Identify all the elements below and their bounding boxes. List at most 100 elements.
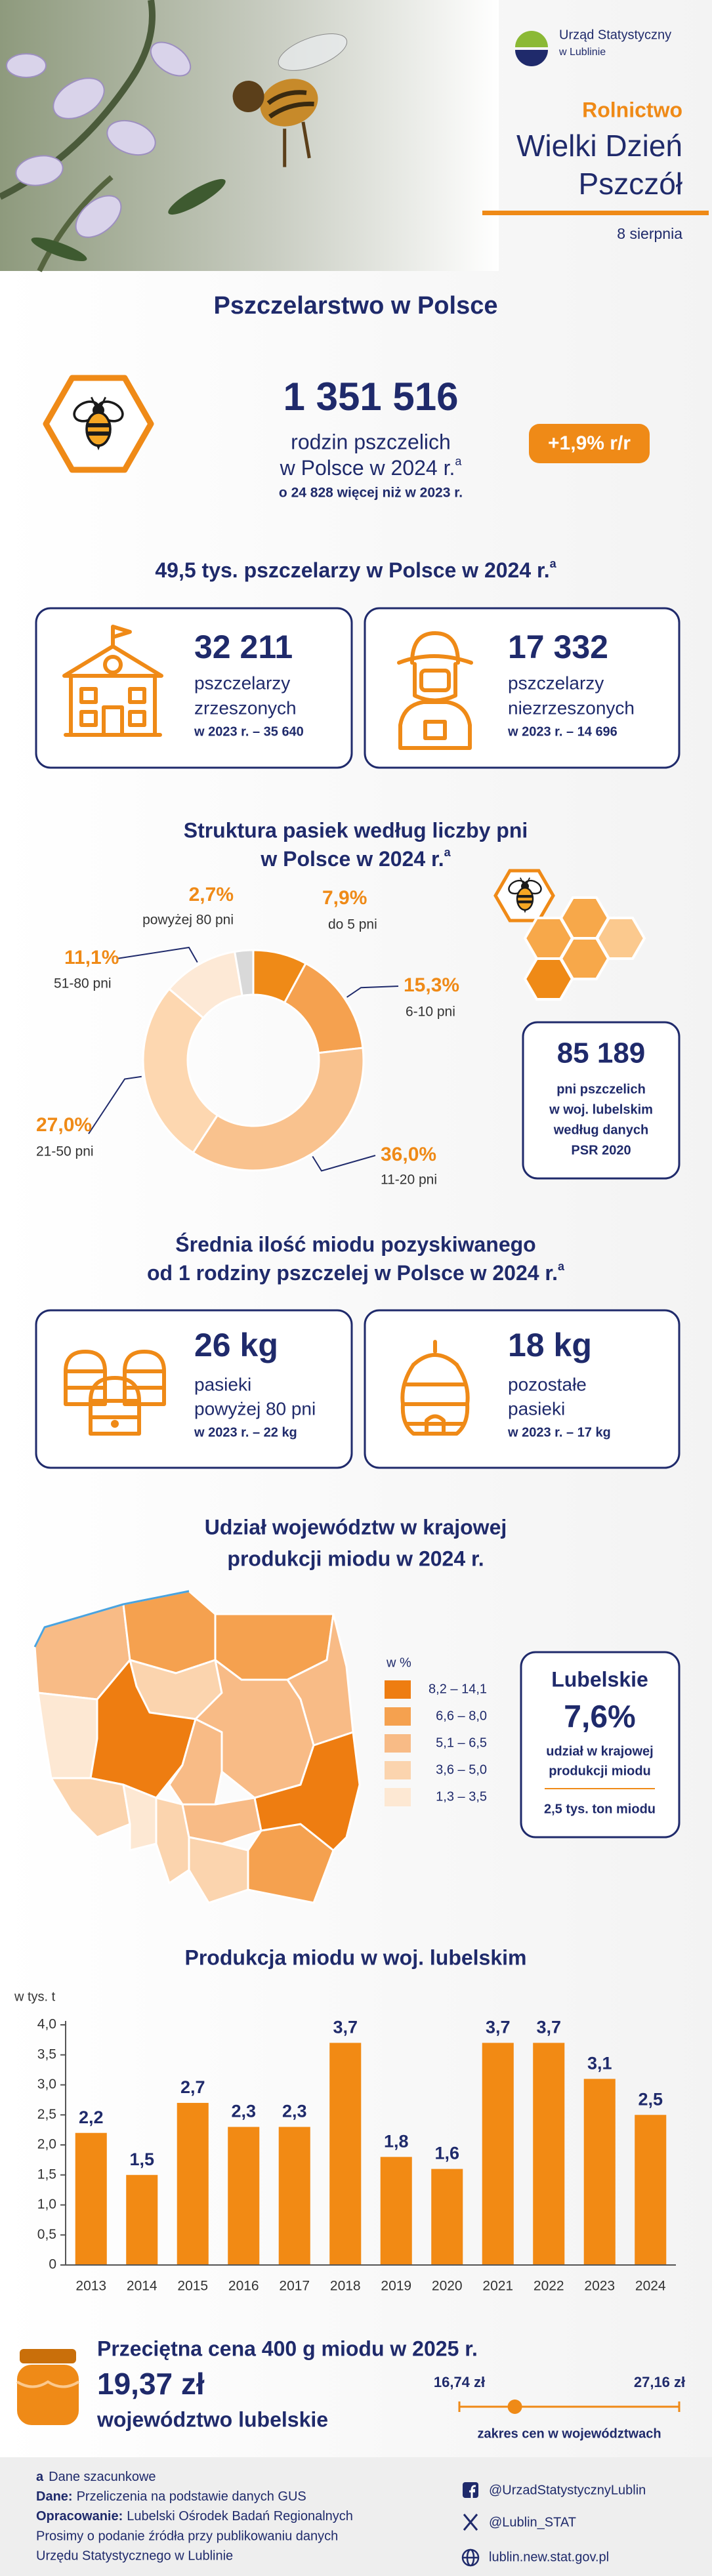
card-value: 26 kg: [194, 1327, 278, 1363]
bar: [228, 2127, 260, 2265]
header-photo-part-part: [232, 81, 264, 113]
bar: [329, 2043, 362, 2265]
honey-jar-icon-part: [20, 2349, 76, 2363]
facebook-link[interactable]: @UrzadStatystycznyLublin: [489, 2483, 646, 2497]
x-tick-label: 2021: [482, 2279, 513, 2294]
range-max-label: 27,16 zł: [634, 2374, 685, 2390]
social-links-part: [469, 2485, 476, 2498]
y-tick-label: 1,0: [37, 2197, 56, 2212]
logo-text: Urząd Statystyczny: [559, 28, 671, 42]
y-axis-label: w tys. t: [14, 1989, 56, 2004]
association-building-icon-part: [79, 687, 146, 737]
honeycomb-bee-icon-part: [523, 896, 646, 1001]
hives-icon-part: [123, 1350, 166, 1406]
legend-swatch: [385, 1734, 411, 1753]
x-icon: [463, 2514, 478, 2531]
note-mark: a: [455, 455, 462, 468]
card-previous: w 2023 r. – 22 kg: [194, 1425, 297, 1440]
card-label: pasieki: [508, 1398, 565, 1419]
hives-icon-part: [64, 1350, 107, 1406]
card: [522, 1021, 681, 1180]
header-photo-part-part: [278, 33, 348, 71]
slice-value-label: 11,1%: [64, 947, 119, 968]
growth-text: +1,9% r/r: [548, 432, 631, 454]
value-label: 2,5: [638, 2089, 663, 2109]
families-change: o 24 828 więcej niż w 2023 r.: [279, 486, 463, 501]
box-label: udział w krajowej: [546, 1744, 653, 1758]
association-building-icon-part: [62, 644, 163, 737]
note-mark: a: [444, 846, 451, 859]
author: Opracowanie: Lubelski Ośrodek Badań Regio…: [36, 2509, 353, 2524]
leader-line: [346, 986, 399, 998]
bar: [583, 2079, 616, 2265]
section-title: 49,5 tys. pszczelarzy w Polsce w 2024 r.…: [155, 557, 556, 583]
bar: [533, 2043, 565, 2265]
slice-category-label: 51-80 pni: [54, 976, 112, 991]
logo-part: [515, 50, 548, 66]
bee-hexagon-icon: [43, 375, 154, 473]
value-label: 2,2: [79, 2108, 104, 2127]
beekeeper-icon-part: [398, 700, 472, 750]
card-label: zrzeszonych: [194, 697, 297, 718]
slice-category-label: powyżej 80 pni: [142, 913, 234, 928]
logo: Urząd Statystyczny w Lublinie: [515, 28, 671, 66]
chart-title: Produkcja miodu w woj. lubelskim: [185, 1945, 527, 1969]
x-link[interactable]: @Lublin_STAT: [489, 2515, 576, 2529]
card-previous: w 2023 r. – 14 696: [507, 724, 618, 739]
beekeeper-icon-part: [397, 631, 473, 665]
value-label: 3,7: [333, 2018, 358, 2037]
section-title: Pszczelarstwo w Polsce: [214, 292, 498, 320]
facebook-icon: [463, 2482, 478, 2498]
x-tick-label: 2020: [432, 2279, 463, 2294]
range-label: zakres cen w województwach: [477, 2426, 661, 2441]
logo-part: [515, 31, 548, 47]
skep-icon: [400, 1340, 470, 1436]
header-photo-part-part: [283, 121, 311, 167]
donut-slice: [233, 949, 255, 997]
bar: [380, 2157, 412, 2265]
header-photo-part-part: [15, 155, 64, 186]
title-text: od 1 rodziny pszczelej w Polsce w 2024 r…: [147, 1261, 558, 1285]
hives-icon: [64, 1350, 166, 1436]
x-tick-label: 2023: [584, 2279, 615, 2294]
value-label: 3,7: [486, 2018, 511, 2037]
box-label: 2,5 tys. ton miodu: [544, 1802, 656, 1816]
value-label: 2,7: [180, 2077, 205, 2097]
request: Urzędu Statystycznego w Lublinie: [36, 2548, 233, 2563]
section-title: Średnia ilość miodu pozyskiwanego: [175, 1232, 535, 1256]
note-mark: a: [550, 557, 557, 570]
value-label: 1,5: [129, 2150, 154, 2169]
legend-swatch: [385, 1761, 411, 1779]
range-marker: [507, 2399, 522, 2414]
box-label: PSR 2020: [571, 1143, 631, 1157]
title: Wielki Dzień: [516, 129, 682, 163]
section-title: od 1 rodziny pszczelej w Polsce w 2024 r…: [147, 1260, 565, 1285]
section-title: produkcji miodu w 2024 r.: [227, 1547, 484, 1570]
request: Prosimy o podanie źródła przy publikowan…: [36, 2529, 338, 2543]
card-label: pszczelarzy: [194, 673, 290, 693]
value-label: 3,1: [587, 2053, 612, 2073]
honey-jar-icon-part: [17, 2365, 79, 2425]
bar: [431, 2169, 463, 2265]
y-tick-label: 4,0: [37, 2017, 56, 2032]
title-text: w Polsce w 2024 r.: [260, 847, 444, 871]
slice-category-label: 6-10 pni: [406, 1005, 455, 1020]
x-tick-label: 2013: [75, 2279, 106, 2294]
y-tick-label: 2,0: [37, 2137, 56, 2152]
honey-jar-icon-part: [16, 2380, 80, 2388]
growth-badge: [529, 424, 650, 463]
website-link[interactable]: lublin.new.stat.gov.pl: [489, 2550, 609, 2564]
card: [520, 1651, 681, 1839]
legend-swatch: [385, 1680, 411, 1699]
beekeeper-icon: [397, 631, 473, 750]
bar: [482, 2043, 514, 2265]
honeycomb-bee-icon: [493, 869, 646, 1001]
legend-label: 8,2 – 14,1: [429, 1682, 487, 1696]
y-tick-label: 2,5: [37, 2107, 56, 2122]
box-value: 85 189: [557, 1037, 646, 1070]
y-tick-label: 0,5: [37, 2227, 56, 2242]
note-mark: a: [558, 1260, 565, 1273]
region: [253, 1731, 361, 1852]
box-label: w woj. lubelskim: [549, 1102, 653, 1117]
honeycomb-bee-icon-part-part: [595, 917, 646, 960]
